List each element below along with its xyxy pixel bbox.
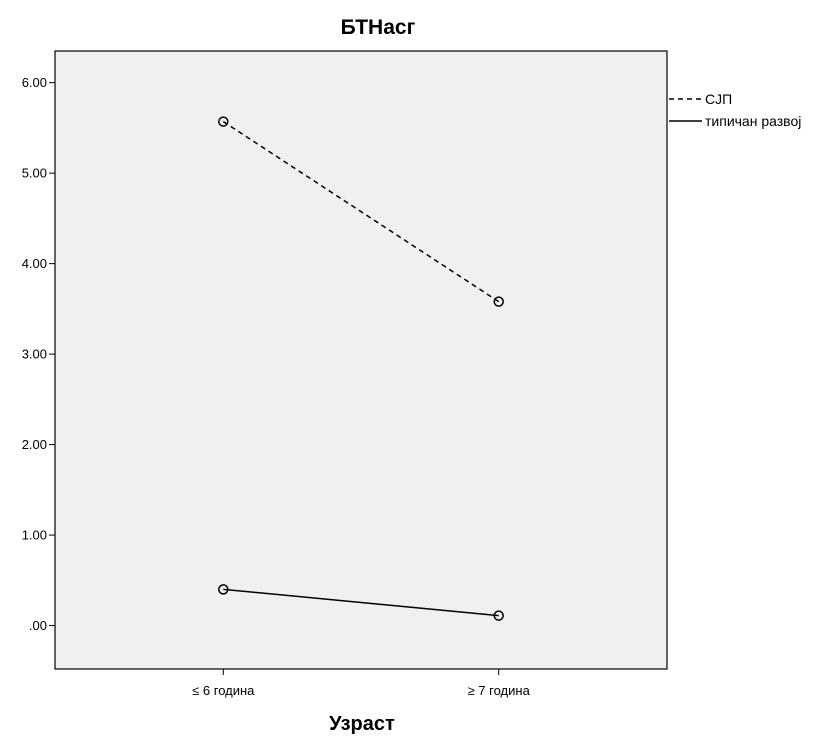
y-tick-label: .00: [29, 618, 47, 633]
y-tick-label: 5.00: [22, 166, 47, 181]
y-tick-label: 6.00: [22, 75, 47, 90]
y-tick-label: 1.00: [22, 528, 47, 543]
x-axis-title: Узраст: [329, 713, 395, 735]
data-point-1-0: [218, 584, 229, 595]
y-tick-label: 3.00: [22, 347, 47, 362]
y-tick-label: 4.00: [22, 256, 47, 271]
legend-label-0: СЈП: [705, 91, 732, 107]
y-tick-label: 2.00: [22, 437, 47, 452]
y-axis: .00 1.00 2.00 3.00 4.00 5.00 6.00: [22, 75, 55, 633]
series-line-1: [223, 588, 499, 617]
x-tick-label: ≥ 7 година: [468, 683, 531, 698]
data-point-1-1: [493, 610, 504, 621]
x-tick-label: ≤ 6 година: [192, 683, 255, 698]
legend-label-1: типичан развој: [705, 113, 801, 129]
plot-area: [54, 50, 668, 670]
data-point-0-1: [493, 296, 504, 307]
data-point-0-0: [218, 116, 229, 127]
series-line-0: [222, 120, 500, 303]
legend: СЈП типичан развој: [669, 91, 801, 129]
series-layer: [218, 116, 504, 621]
chart-title: БТНасг: [341, 16, 416, 39]
x-axis: ≤ 6 година ≥ 7 година: [192, 669, 531, 698]
